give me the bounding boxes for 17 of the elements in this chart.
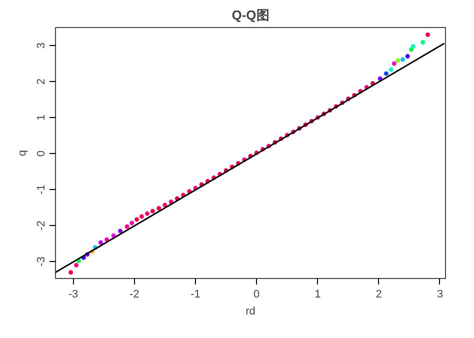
- y-tick-label: 0: [36, 150, 48, 157]
- x-tick-label: -2: [129, 288, 140, 300]
- y-tick-label: 1: [36, 114, 48, 121]
- x-tick-label: -1: [190, 288, 200, 300]
- y-tick-label: -2: [36, 220, 48, 230]
- y-tick-label: 3: [36, 42, 48, 49]
- y-axis-title: q: [16, 150, 28, 156]
- x-tick-label: 3: [436, 288, 444, 300]
- y-tick-label: -3: [36, 256, 48, 266]
- x-tick-label: -3: [68, 288, 78, 300]
- x-tick-label: 0: [254, 288, 260, 300]
- x-tick-label: 1: [314, 288, 321, 300]
- x-axis-title: rd: [246, 306, 256, 318]
- y-tick-label: -1: [36, 184, 48, 194]
- x-tick-label: 2: [376, 288, 382, 300]
- y-tick-label: 2: [36, 78, 48, 85]
- chart-title: Q-Q图: [232, 8, 270, 22]
